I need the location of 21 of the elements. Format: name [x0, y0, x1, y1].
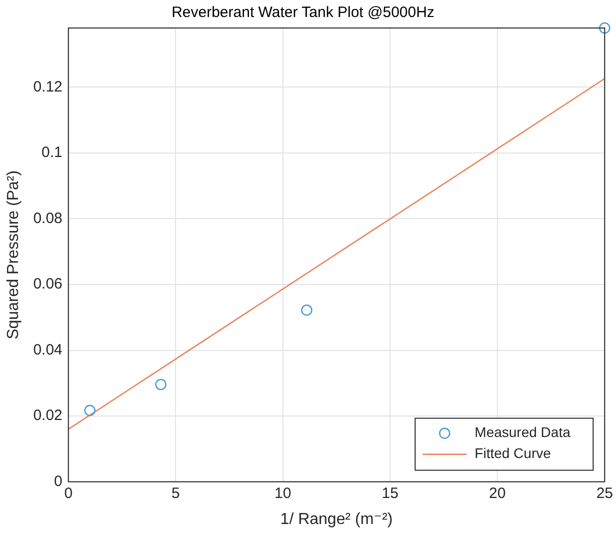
- x-axis-title: 1/ Range² (m⁻²): [280, 510, 393, 528]
- y-tick-label: 0.04: [33, 341, 62, 358]
- chart-title: Reverberant Water Tank Plot @5000Hz: [172, 4, 434, 22]
- point: [155, 378, 166, 390]
- y-tick-label: 0: [54, 472, 62, 490]
- y-tick-label: 0.08: [33, 210, 62, 227]
- x-tick-label: 20: [489, 484, 506, 502]
- point: [84, 404, 96, 416]
- y-tick-label: 0.02: [33, 407, 62, 424]
- y-axis-title: Squared Pressure (Pa²): [5, 170, 22, 340]
- y-tick-label: 0.06: [33, 276, 62, 293]
- x-tick-label: 10: [274, 484, 292, 502]
- legend-label: Fitted Curve: [474, 445, 552, 462]
- x-tick-label: 15: [382, 484, 398, 502]
- x-tick-label: 25: [596, 484, 613, 502]
- legend-label: Measured Data: [474, 424, 571, 440]
- point: [301, 304, 312, 316]
- x-tick-label: 5: [171, 484, 180, 502]
- y-tick-label: 0.1: [42, 144, 62, 162]
- y-tick-label: 0.12: [33, 78, 62, 96]
- point: [599, 22, 610, 34]
